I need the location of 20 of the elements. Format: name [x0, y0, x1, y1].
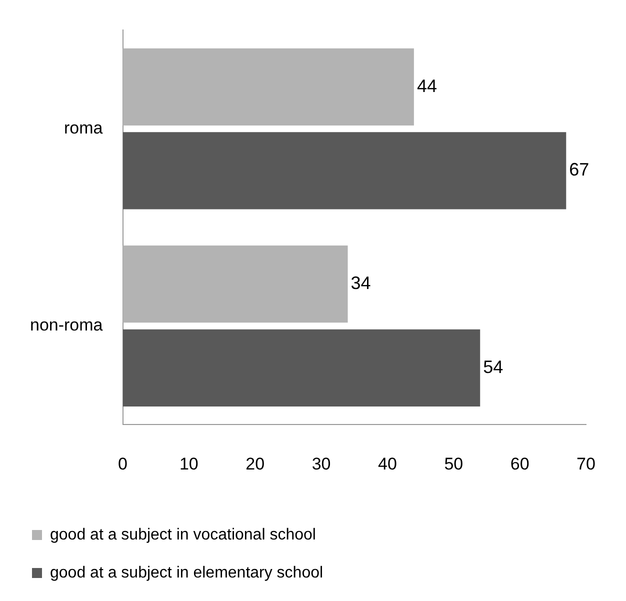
x-tick-label: 20: [246, 454, 265, 474]
x-tick-label: 60: [510, 454, 530, 474]
bar: [122, 48, 414, 126]
x-tick-label: 50: [444, 454, 464, 474]
bar: [122, 132, 566, 210]
bar: [122, 329, 480, 406]
legend-label: good at a subject in vocational school: [50, 526, 316, 544]
x-tick-label: 70: [576, 454, 596, 474]
y-tick-label: non-roma: [30, 316, 104, 335]
legend-label: good at a subject in elementary school: [50, 564, 324, 582]
data-label: 54: [483, 356, 504, 377]
x-tick-label: 40: [378, 454, 397, 474]
y-tick-label: roma: [64, 118, 104, 138]
x-tick-label: 30: [312, 454, 331, 474]
x-tick-label: 10: [179, 454, 198, 474]
data-label: 34: [350, 273, 371, 294]
x-tick-label: 0: [118, 454, 128, 474]
data-label: 67: [569, 160, 590, 180]
bar: [122, 246, 348, 323]
data-label: 44: [416, 76, 437, 96]
